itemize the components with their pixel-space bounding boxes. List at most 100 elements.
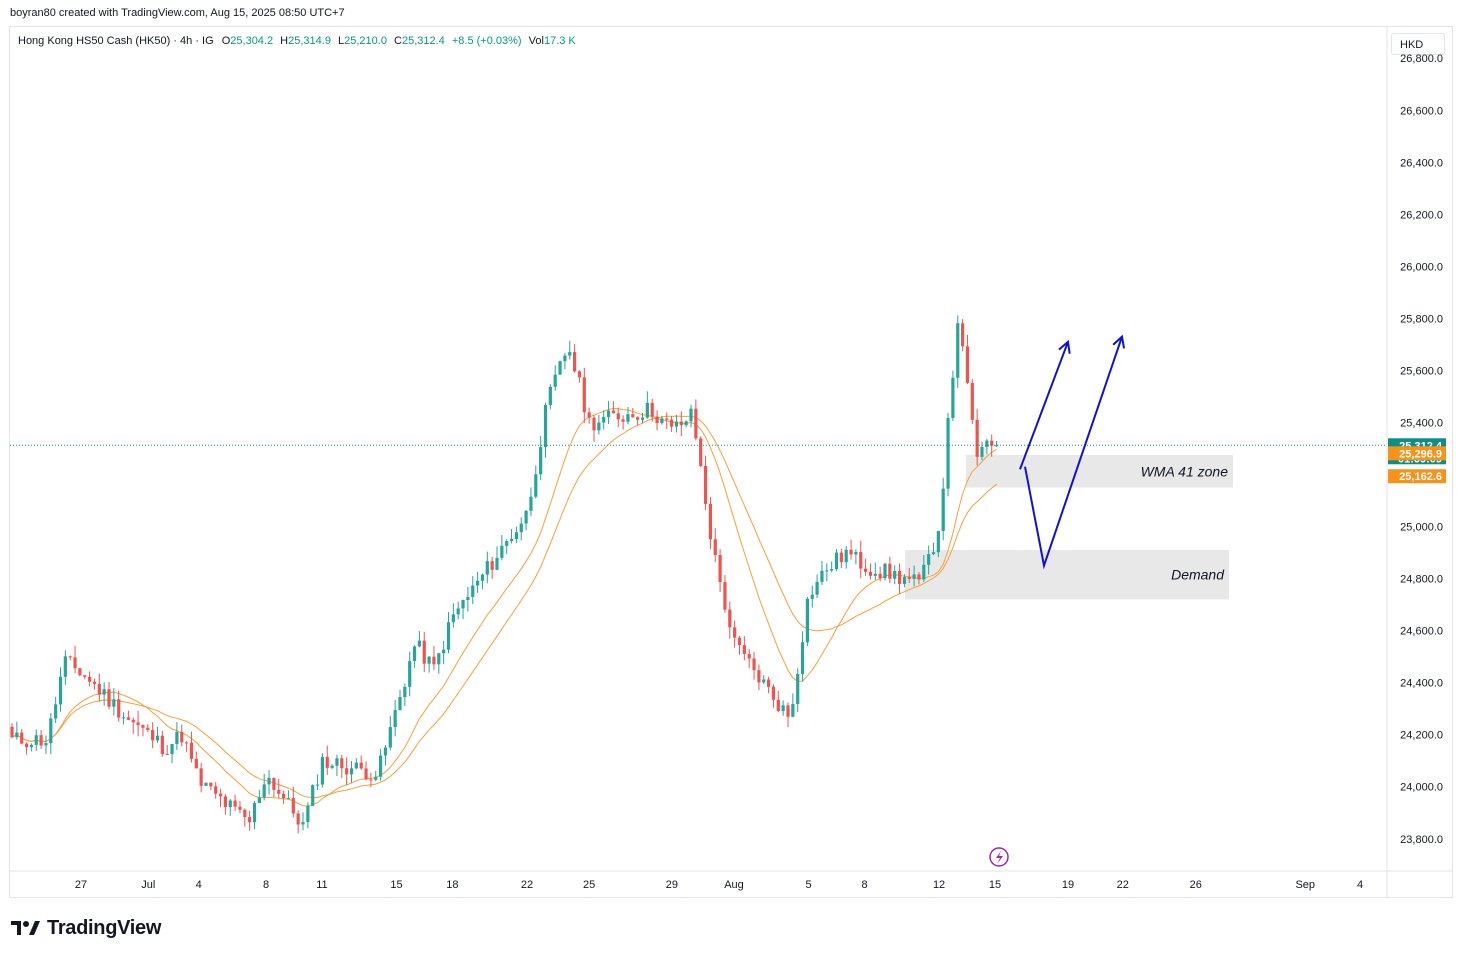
candle-body (296, 813, 300, 825)
candle-body (568, 352, 572, 356)
candle-body (636, 417, 640, 420)
candle-body (597, 422, 601, 431)
symbol-legend[interactable]: Hong Kong HS50 Cash (HK50) · 4h · IG O25… (18, 35, 576, 47)
projection-arrowhead-2 (1112, 334, 1126, 349)
candle-body (762, 679, 766, 683)
candle-body (330, 765, 334, 768)
candle-body (209, 782, 213, 787)
volume-label: Vol (528, 35, 544, 47)
wma-zone (966, 455, 1233, 488)
candle-body (78, 668, 82, 676)
candle-body (573, 352, 577, 372)
demand-zone-label: Demand (1171, 567, 1225, 583)
candle-body (354, 762, 358, 769)
candle-body (990, 440, 994, 446)
candle-body (451, 614, 455, 623)
tradingview-logo-icon (11, 921, 40, 935)
projection-arrow-2 (1024, 336, 1123, 570)
candle-body (980, 446, 984, 457)
lightning-icon-bolt (996, 851, 1003, 864)
time-tick-label: 22 (521, 879, 533, 891)
candle-body (185, 742, 189, 744)
candle-body (412, 646, 417, 662)
candle-body (956, 323, 960, 378)
candle-body (10, 726, 14, 738)
currency-button[interactable]: HKD (1391, 33, 1445, 55)
candle-body (437, 653, 441, 665)
candle-body (897, 570, 902, 584)
candle-body (534, 474, 538, 497)
candle-body (985, 440, 989, 447)
candle-body (388, 727, 392, 748)
candle-body (369, 779, 373, 781)
candle-body (68, 656, 72, 658)
candle-body (257, 797, 261, 804)
candle-body (524, 510, 528, 524)
candle-body (126, 717, 130, 720)
candle-body (757, 670, 761, 683)
change-value: +8.5 (+0.03%) (451, 35, 522, 47)
wma-zone-label: WMA 41 zone (1141, 463, 1229, 479)
time-tick-label: 29 (666, 879, 678, 891)
candle-body (771, 686, 776, 700)
candle-body (320, 756, 324, 785)
candle-body (364, 768, 368, 780)
candle-body (282, 793, 286, 799)
candle-body (461, 600, 465, 609)
candle-body (640, 417, 645, 420)
time-tick-label: 15 (989, 879, 1001, 891)
tradingview-logo[interactable]: TradingView (11, 916, 161, 940)
candle-body (660, 418, 664, 424)
candle-body (58, 676, 63, 705)
price-tick-label: 25,400.0 (1400, 417, 1443, 429)
candle-body (587, 412, 591, 418)
candle-body (117, 699, 121, 718)
candle-body (742, 645, 746, 654)
lightning-icon[interactable] (989, 847, 1009, 867)
price-tick-label: 25,000.0 (1400, 522, 1443, 534)
time-tick-label: 22 (1117, 879, 1129, 891)
wma-fast-tag-text: 25,296.9 (1399, 448, 1442, 460)
tradingview-logo-text: TradingView (47, 916, 162, 939)
price-tick-label: 26,600.0 (1400, 105, 1443, 117)
candle-body (34, 735, 38, 745)
candle-body (393, 710, 397, 728)
candle-body (820, 570, 824, 582)
candles (10, 315, 1386, 834)
candle-body (88, 676, 92, 682)
axes[interactable]: 26,800.0 26,600.0 26,400.0 26,200.0 26,000.0… (10, 27, 1452, 897)
candle-body (505, 541, 509, 546)
candle-body (611, 410, 615, 414)
candle-body (946, 417, 950, 489)
candle-body (645, 402, 649, 418)
candle-body (214, 786, 218, 794)
candle-body (592, 417, 596, 431)
candle-body (432, 656, 436, 665)
candle-body (359, 762, 363, 769)
candle-body (650, 402, 654, 417)
candle-body (83, 675, 87, 677)
time-tick-label: 8 (263, 879, 269, 891)
candle-body (490, 561, 494, 570)
candle-body (917, 574, 921, 580)
candle-body (383, 747, 388, 756)
candle-body (24, 743, 29, 748)
symbol-name[interactable]: Hong Kong HS50 Cash (HK50) · 4h · IG (18, 35, 214, 47)
projection-arrow-1 (1019, 341, 1069, 470)
candle-body (931, 552, 936, 555)
candle-body (131, 719, 135, 723)
time-tick-label: 18 (446, 879, 458, 891)
candle-body (165, 754, 169, 756)
high-label: H (280, 35, 289, 47)
candle-body (970, 382, 974, 420)
candle-body (427, 656, 431, 664)
candle-body (543, 405, 548, 448)
candle-body (485, 561, 489, 575)
time-tick-label: 19 (1062, 879, 1074, 891)
candle-body (810, 594, 814, 599)
price-tick-label: 25,600.0 (1400, 365, 1443, 377)
time-tick-label: Sep (1295, 879, 1315, 891)
time-tick-label: 4 (1357, 879, 1363, 891)
time-tick-label: Aug (724, 879, 744, 891)
